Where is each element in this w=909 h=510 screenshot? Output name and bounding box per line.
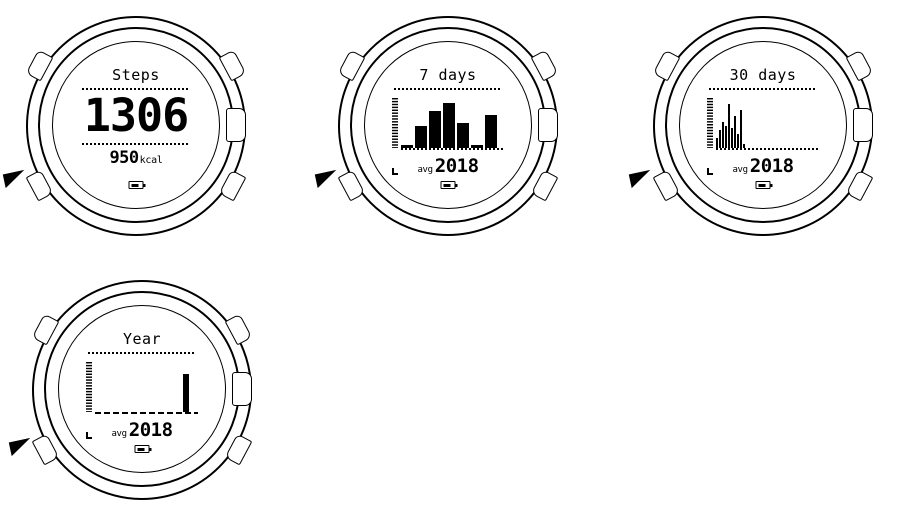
watch-screen-year: Year avg 2018 xyxy=(68,315,216,465)
watch-steps-today: Steps 1306 950 kcal xyxy=(18,8,254,244)
average-value: 2018 xyxy=(749,155,794,177)
screen-title: 7 days xyxy=(419,66,477,84)
bar xyxy=(734,116,736,148)
average-readout: avg 2018 xyxy=(86,419,198,441)
bar-plot-area xyxy=(716,98,819,148)
watch-steps-7-days: 7 days avg 2018 xyxy=(330,8,566,244)
bar-chart-30-days xyxy=(707,96,819,150)
watch-steps-30-days: 30 days avg 2018 xyxy=(645,8,881,244)
axis-origin-marker xyxy=(392,168,398,175)
calorie-unit-label: kcal xyxy=(139,155,163,166)
average-readout: avg 2018 xyxy=(392,155,504,177)
chart-baseline xyxy=(716,148,819,150)
watch-steps-year: Year avg 2018 xyxy=(24,272,260,508)
average-label: avg xyxy=(417,165,433,175)
y-axis-ruler xyxy=(707,98,713,148)
chart-baseline xyxy=(95,412,198,414)
bar xyxy=(728,104,730,148)
chart-baseline xyxy=(401,148,504,150)
calorie-value: 950 xyxy=(109,148,139,168)
middle-right-button[interactable] xyxy=(853,108,873,142)
bar xyxy=(415,126,427,148)
bar xyxy=(401,145,413,148)
bar xyxy=(183,374,189,412)
average-label: avg xyxy=(732,165,748,175)
bar xyxy=(737,134,739,148)
average-readout: avg 2018 xyxy=(707,155,819,177)
bar xyxy=(457,123,469,148)
bar-chart-year xyxy=(86,360,198,414)
dotted-divider-top xyxy=(88,352,196,354)
bar xyxy=(719,130,721,148)
watch-screen-7-days: 7 days avg 2018 xyxy=(374,51,522,201)
average-value: 2018 xyxy=(434,155,479,177)
calorie-readout: 950 kcal xyxy=(109,148,162,168)
bar xyxy=(443,103,455,148)
middle-right-button[interactable] xyxy=(226,108,246,142)
step-count-value: 1306 xyxy=(83,89,189,142)
battery-icon xyxy=(440,181,458,189)
bar xyxy=(471,145,483,148)
middle-right-button[interactable] xyxy=(232,372,252,406)
bar xyxy=(743,144,745,148)
bar xyxy=(716,138,718,148)
bar xyxy=(485,115,497,148)
dotted-divider-bottom xyxy=(82,143,190,145)
bar xyxy=(429,111,441,148)
dotted-divider-top xyxy=(394,88,502,90)
average-label: avg xyxy=(111,429,127,439)
average-value: 2018 xyxy=(128,419,173,441)
bar-plot-area xyxy=(401,98,504,148)
axis-origin-marker xyxy=(707,168,713,175)
watch-screen-30-days: 30 days avg 2018 xyxy=(689,51,837,201)
battery-icon xyxy=(128,181,146,189)
screen-title: 30 days xyxy=(729,66,797,84)
bar xyxy=(725,126,727,148)
battery-icon xyxy=(134,445,152,453)
battery-icon xyxy=(755,181,773,189)
screen-title: Steps xyxy=(112,66,160,84)
bar-chart-7-days xyxy=(392,96,504,150)
dotted-divider-top xyxy=(82,88,190,90)
middle-right-button[interactable] xyxy=(538,108,558,142)
dotted-divider-top xyxy=(709,88,817,90)
bar xyxy=(722,122,724,148)
bar-plot-area xyxy=(95,362,198,412)
y-axis-ruler xyxy=(392,98,398,148)
axis-origin-marker xyxy=(86,432,92,439)
y-axis-ruler xyxy=(86,362,92,412)
screen-title: Year xyxy=(122,330,162,348)
bar xyxy=(731,128,733,148)
bar xyxy=(740,110,742,148)
watch-screen-steps-today: Steps 1306 950 kcal xyxy=(62,51,210,201)
